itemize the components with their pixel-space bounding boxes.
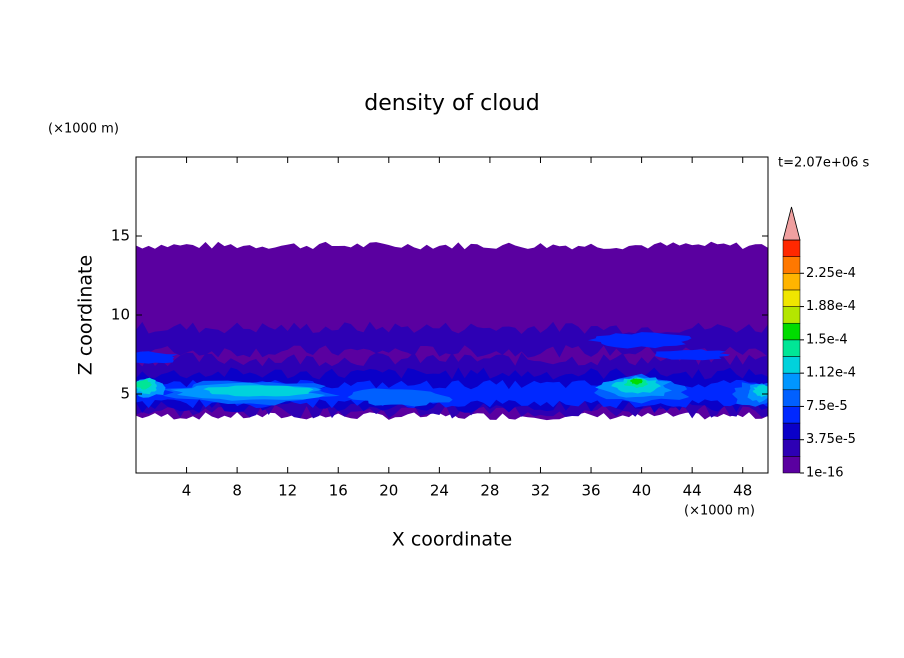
x-tick-label: 32 bbox=[531, 482, 550, 500]
contour-region bbox=[136, 321, 768, 358]
contour-region bbox=[655, 349, 731, 361]
contour-region bbox=[347, 388, 453, 407]
colorbar-band bbox=[782, 406, 801, 424]
x-tick-label: 28 bbox=[480, 482, 499, 500]
y-tick-label: 10 bbox=[111, 306, 130, 324]
colorbar-band bbox=[782, 456, 801, 474]
x-tick-label: 4 bbox=[182, 482, 192, 500]
x-tick-label: 44 bbox=[683, 482, 702, 500]
colorbar-band bbox=[782, 306, 801, 324]
x-tick-label: 8 bbox=[232, 482, 242, 500]
contour-region bbox=[136, 379, 152, 390]
y-tick-label: 15 bbox=[111, 227, 130, 245]
x-axis-label: X coordinate bbox=[392, 529, 512, 551]
colorbar-band bbox=[782, 339, 801, 357]
x-tick-label: 20 bbox=[379, 482, 398, 500]
colorbar-band bbox=[782, 289, 801, 307]
colorbar-tick-label: 1.5e-4 bbox=[806, 332, 848, 347]
colorbar-band bbox=[782, 356, 801, 374]
x-tick-label: 12 bbox=[278, 482, 297, 500]
colorbar-tick-label: 3.75e-5 bbox=[806, 432, 856, 447]
contour-region bbox=[587, 332, 692, 349]
colorbar-tick-label: 1e-16 bbox=[806, 466, 844, 481]
contour-field bbox=[136, 241, 768, 421]
colorbar-band bbox=[782, 439, 801, 457]
colorbar-band bbox=[782, 372, 801, 391]
colorbar-band bbox=[782, 322, 801, 341]
y-unit: (×1000 m) bbox=[48, 122, 119, 137]
x-tick-label: 36 bbox=[581, 482, 600, 500]
contour-region bbox=[136, 351, 178, 364]
contour-region bbox=[203, 385, 314, 397]
colorbar-tick-label: 7.5e-5 bbox=[806, 399, 848, 414]
colorbar-over bbox=[782, 206, 801, 241]
colorbar-band bbox=[782, 273, 801, 291]
x-tick-label: 40 bbox=[632, 482, 651, 500]
colorbar-band bbox=[782, 256, 801, 274]
y-tick-label: 5 bbox=[120, 385, 130, 403]
x-tick-label: 24 bbox=[430, 482, 449, 500]
colorbar-band bbox=[782, 239, 801, 257]
colorbar-band bbox=[782, 422, 801, 440]
x-tick-label: 48 bbox=[733, 482, 752, 500]
x-unit: (×1000 m) bbox=[684, 504, 755, 519]
y-axis-label: Z coordinate bbox=[75, 255, 97, 375]
contour-region bbox=[630, 378, 643, 385]
time-label: t=2.07e+06 s bbox=[778, 156, 870, 171]
x-tick-label: 16 bbox=[329, 482, 348, 500]
colorbar-tick-label: 1.12e-4 bbox=[806, 366, 856, 381]
colorbar-band bbox=[782, 389, 801, 407]
colorbar-tick-label: 1.88e-4 bbox=[806, 299, 856, 314]
colorbar-tick-label: 2.25e-4 bbox=[806, 266, 856, 281]
chart-title: density of cloud bbox=[364, 91, 539, 116]
